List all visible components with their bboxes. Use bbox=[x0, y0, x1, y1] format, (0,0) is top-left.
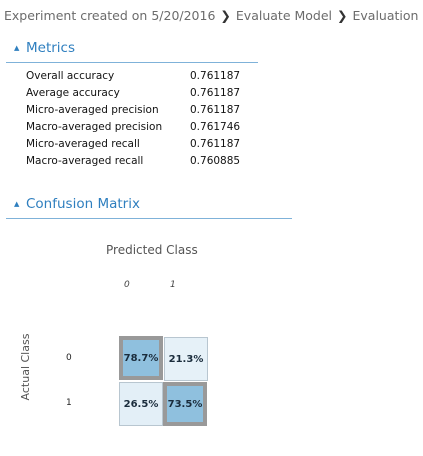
metric-value: 0.761746 bbox=[190, 121, 241, 133]
actual-class-label: Actual Class bbox=[19, 333, 32, 401]
collapse-triangle-icon: ▲ bbox=[14, 200, 20, 208]
metric-value: 0.761187 bbox=[190, 70, 241, 82]
cell-value: 73.5% bbox=[167, 398, 203, 410]
metric-row: Micro-averaged recall 0.761187 bbox=[26, 137, 266, 154]
confusion-cell-1-1: 73.5% bbox=[163, 382, 207, 426]
metric-row: Micro-averaged precision 0.761187 bbox=[26, 103, 266, 120]
metric-name: Overall accuracy bbox=[26, 70, 115, 82]
metrics-section-title: Metrics bbox=[26, 40, 76, 56]
metrics-divider bbox=[6, 62, 258, 63]
metric-name: Micro-averaged recall bbox=[26, 138, 140, 150]
confusion-cell-0-0: 78.7% bbox=[119, 336, 163, 380]
breadcrumb-evaluation-results: Evaluation results bbox=[352, 8, 423, 23]
metric-row: Macro-averaged precision 0.761746 bbox=[26, 120, 266, 137]
breadcrumb: Experiment created on 5/20/2016 ❯ Evaluate… bbox=[4, 8, 423, 23]
metrics-section-toggle[interactable]: ▲ Metrics bbox=[14, 40, 75, 56]
confusion-section-toggle[interactable]: ▲ Confusion Matrix bbox=[14, 196, 140, 212]
confusion-section-title: Confusion Matrix bbox=[26, 196, 140, 212]
metrics-table: Overall accuracy 0.761187 Average accura… bbox=[26, 69, 266, 171]
metric-value: 0.761187 bbox=[190, 87, 241, 99]
chevron-right-icon: ❯ bbox=[220, 8, 231, 23]
predicted-class-label: Predicted Class bbox=[106, 243, 198, 257]
actual-class-1-label: 1 bbox=[66, 398, 72, 408]
confusion-cell-1-0: 26.5% bbox=[119, 382, 163, 426]
chevron-right-icon: ❯ bbox=[337, 8, 348, 23]
cell-value: 26.5% bbox=[123, 398, 159, 410]
predicted-class-0-label: 0 bbox=[124, 280, 130, 290]
breadcrumb-evaluate-model[interactable]: Evaluate Model bbox=[235, 8, 333, 23]
metric-row: Macro-averaged recall 0.760885 bbox=[26, 154, 266, 171]
confusion-cell-0-1: 21.3% bbox=[164, 337, 208, 381]
actual-class-0-label: 0 bbox=[66, 353, 72, 363]
cell-value: 78.7% bbox=[123, 352, 159, 364]
predicted-class-1-label: 1 bbox=[170, 280, 176, 290]
cell-value: 21.3% bbox=[168, 353, 204, 365]
collapse-triangle-icon: ▲ bbox=[14, 44, 20, 52]
metric-value: 0.761187 bbox=[190, 104, 241, 116]
metric-row: Average accuracy 0.761187 bbox=[26, 86, 266, 103]
metric-name: Macro-averaged recall bbox=[26, 155, 144, 167]
metric-name: Macro-averaged precision bbox=[26, 121, 163, 133]
metric-value: 0.761187 bbox=[190, 138, 241, 150]
confusion-divider bbox=[6, 218, 292, 219]
metric-name: Micro-averaged precision bbox=[26, 104, 159, 116]
metric-row: Overall accuracy 0.761187 bbox=[26, 69, 266, 86]
breadcrumb-experiment[interactable]: Experiment created on 5/20/2016 bbox=[4, 8, 216, 23]
metric-value: 0.760885 bbox=[190, 155, 241, 167]
metric-name: Average accuracy bbox=[26, 87, 120, 99]
